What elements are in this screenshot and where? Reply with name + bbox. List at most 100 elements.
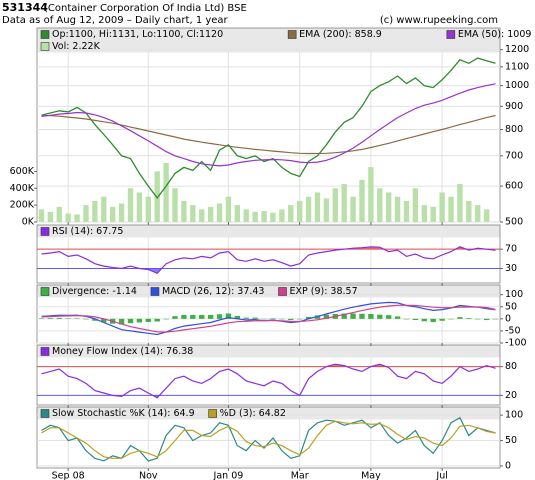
- bar: [439, 192, 445, 222]
- bar: [332, 188, 338, 222]
- bar: [421, 205, 427, 222]
- bar: [448, 318, 454, 320]
- bar: [341, 313, 347, 319]
- bar: [118, 318, 125, 325]
- y-tick-label: 900: [505, 101, 523, 112]
- symbol: 531344: [2, 1, 48, 14]
- y-tick-label: 700: [505, 150, 523, 161]
- bar: [394, 316, 401, 319]
- legend-swatch: [40, 42, 50, 51]
- bar: [252, 211, 258, 222]
- bar: [305, 316, 312, 319]
- bar: [101, 318, 107, 323]
- bar: [154, 171, 160, 222]
- x-tick-label: Sep 08: [52, 471, 85, 480]
- bar: [172, 316, 178, 319]
- bar: [207, 206, 214, 222]
- bar: [74, 214, 80, 222]
- y-tick-label: 600: [505, 181, 523, 192]
- bar: [492, 221, 499, 223]
- bar: [38, 318, 45, 319]
- bar: [65, 213, 71, 222]
- y-tick-label: 30: [505, 263, 517, 274]
- series-line: [41, 420, 496, 459]
- bar: [323, 198, 330, 222]
- legend-label: EMA (50): 1009: [458, 29, 532, 40]
- bar: [288, 205, 294, 222]
- legend-label: Op:1100, Hi:1131, Lo:1100, Cl:1120: [52, 29, 223, 40]
- legend-band: [37, 345, 500, 358]
- bar: [101, 196, 107, 222]
- bar: [225, 313, 232, 319]
- legend-band: [37, 407, 500, 420]
- y-tick-label: 0: [505, 313, 511, 324]
- bar: [483, 318, 490, 321]
- credit: (c) www.rupeeking.com: [380, 15, 498, 26]
- bar: [163, 318, 169, 320]
- bar: [56, 317, 62, 319]
- bar: [216, 314, 223, 319]
- bar: [38, 209, 45, 222]
- bar: [216, 203, 223, 222]
- legend-swatch: [40, 227, 50, 236]
- bar: [483, 209, 490, 222]
- series-line: [41, 363, 496, 399]
- bar: [243, 317, 249, 319]
- legend-label: MACD (26, 12): 37.43: [162, 286, 265, 297]
- legend-label: Vol: 2.22K: [52, 41, 101, 52]
- series-line: [41, 83, 496, 167]
- y-tick-label: 800: [505, 124, 523, 135]
- bar: [475, 205, 481, 222]
- legend-label: EXP (9): 38.57: [289, 286, 357, 297]
- legend-swatch: [208, 409, 217, 418]
- legend-label: RSI (14): 67.75: [52, 226, 123, 237]
- legend-label: Slow Stochastic %K (14): 64.9: [52, 408, 195, 419]
- bar: [181, 200, 187, 222]
- series-line: [41, 416, 496, 462]
- bar: [190, 314, 196, 319]
- bar: [457, 317, 463, 319]
- subtitle: Data as of Aug 12, 2009 – Daily chart, 1…: [2, 15, 229, 26]
- y-tick-label: 20: [505, 390, 517, 401]
- x-tick-label: Jan 09: [213, 471, 244, 480]
- legend-swatch: [40, 30, 50, 39]
- y-tick-label: 50: [505, 301, 517, 312]
- bar: [457, 184, 463, 222]
- bar: [56, 206, 62, 222]
- bar: [403, 318, 410, 320]
- bar: [368, 167, 374, 222]
- legend-swatch: [40, 287, 50, 296]
- y-tick-label: 50: [505, 435, 517, 446]
- series-line: [41, 304, 496, 333]
- bar: [243, 209, 249, 222]
- bar: [386, 315, 392, 319]
- bar: [279, 318, 285, 320]
- bar: [394, 196, 401, 222]
- y-tick-label: 1000: [505, 80, 529, 91]
- y-tick-label: 1200: [505, 44, 529, 55]
- bar: [92, 200, 98, 222]
- bar: [136, 318, 143, 323]
- company: (Container Corporation Of India Ltd) BSE: [44, 3, 247, 14]
- bar: [118, 203, 125, 222]
- legend-swatch: [150, 287, 160, 296]
- bar: [190, 205, 196, 222]
- legend-swatch: [446, 30, 456, 39]
- legend-label: Money Flow Index (14): 76.38: [52, 346, 193, 357]
- bar: [314, 315, 321, 319]
- bar: [359, 179, 365, 222]
- bar: [350, 196, 356, 222]
- bar: [234, 315, 241, 319]
- y2-tick-label: 600K: [10, 166, 35, 177]
- bar: [421, 318, 427, 322]
- bar: [439, 318, 445, 321]
- bar: [65, 318, 71, 319]
- y2-tick-label: 0K: [22, 217, 35, 228]
- bar: [92, 318, 98, 321]
- x-tick-label: Jul: [435, 471, 447, 480]
- bar: [314, 192, 321, 222]
- y-tick-label: 1100: [505, 61, 529, 72]
- bar: [296, 200, 303, 222]
